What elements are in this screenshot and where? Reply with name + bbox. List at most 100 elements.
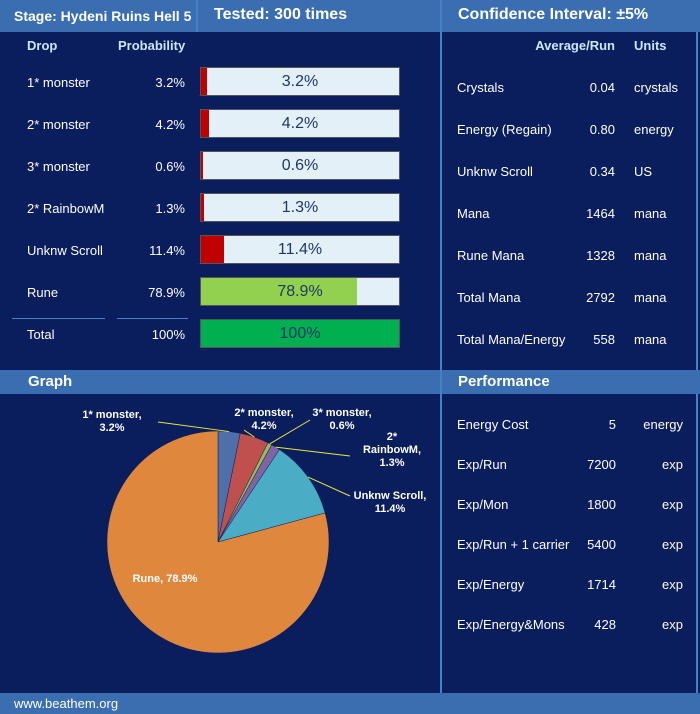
probability-bar: 0.6% — [200, 151, 400, 180]
performance-unit: energy — [643, 417, 683, 432]
probability-bar: 1.3% — [200, 193, 400, 222]
units-column-header: Units — [634, 38, 667, 53]
pie-label: Unknw Scroll, 11.4% — [354, 490, 427, 515]
performance-label: Energy Cost — [457, 417, 529, 432]
footer-site[interactable]: www.beathem.org — [14, 696, 119, 711]
drop-probability: 11.4% — [149, 243, 185, 258]
probability-bar-fill — [201, 278, 358, 305]
average-value: 0.04 — [589, 80, 615, 95]
average-unit: energy — [634, 122, 674, 137]
confidence-interval: Confidence Interval: ±5% — [458, 6, 649, 23]
average-run-column-header: Average/Run — [535, 38, 615, 53]
total-bar-fill — [201, 320, 399, 347]
pie-label: 3* monster, 0.6% — [312, 407, 371, 432]
graph-title: Graph — [28, 373, 73, 390]
average-value: 2792 — [586, 290, 615, 305]
probability-bar: 4.2% — [200, 109, 400, 138]
performance-label: Exp/Energy — [457, 577, 525, 592]
probability-bar-label: 11.4% — [277, 240, 323, 258]
average-label: Rune Mana — [457, 248, 525, 263]
pie-label: 2* RainbowM, 1.3% — [363, 431, 421, 469]
column-divider — [440, 32, 442, 693]
pie-label: 2* monster, 4.2% — [234, 407, 293, 432]
total-label: Total — [27, 327, 55, 342]
pie-label: Rune, 78.9% — [133, 573, 198, 585]
average-value: 0.34 — [589, 164, 615, 179]
section-header-bar — [0, 370, 700, 394]
drop-column-header: Drop — [27, 38, 58, 53]
performance-label: Exp/Mon — [457, 497, 509, 512]
average-unit: mana — [634, 248, 667, 263]
average-value: 1464 — [586, 206, 615, 221]
performance-unit: exp — [662, 617, 683, 632]
performance-unit: exp — [662, 497, 683, 512]
probability-bar-label: 3.2% — [281, 72, 319, 90]
performance-label: Exp/Energy&Mons — [457, 617, 565, 632]
probability-bar: 3.2% — [200, 67, 400, 96]
total-bar: 100% — [200, 319, 400, 348]
probability-bar-fill — [201, 68, 208, 95]
performance-value: 5 — [608, 417, 616, 432]
drop-name: Rune — [27, 285, 59, 300]
performance-unit: exp — [662, 537, 683, 552]
performance-value: 5400 — [587, 537, 616, 552]
drop-probability: 0.6% — [155, 159, 185, 174]
leader-line — [269, 419, 311, 445]
performance-value: 7200 — [587, 457, 616, 472]
probability-bar-label: 1.3% — [281, 198, 319, 216]
performance-unit: exp — [662, 457, 683, 472]
right-edge — [696, 32, 698, 693]
probability-bar-fill — [201, 110, 210, 137]
leader-line — [275, 446, 351, 457]
drop-name: 2* RainbowM — [27, 201, 105, 216]
stage-title: Stage: Hydeni Ruins Hell 5 — [14, 8, 192, 24]
drop-probability: 1.3% — [155, 201, 185, 216]
performance-value: 1714 — [587, 577, 616, 592]
leader-line — [307, 476, 351, 497]
drop-probability: 78.9% — [148, 285, 185, 300]
average-unit: mana — [634, 332, 667, 347]
performance-label: Exp/Run — [457, 457, 507, 472]
section-divider — [440, 370, 442, 394]
average-value: 1328 — [586, 248, 615, 263]
pie-chart: 1* monster, 3.2% 2* monster, 4.2% 3* monster… — [82, 407, 427, 654]
average-label: Energy (Regain) — [457, 122, 552, 137]
average-label: Crystals — [457, 80, 504, 95]
leader-line — [157, 421, 230, 433]
header-bar — [0, 0, 700, 32]
drop-name: 1* monster — [27, 75, 90, 90]
average-label: Total Mana/Energy — [457, 332, 566, 347]
footer-bar — [0, 693, 700, 714]
performance-title: Performance — [458, 373, 550, 390]
average-unit: mana — [634, 206, 667, 221]
tested-count: Tested: 300 times — [214, 6, 348, 23]
performance-label: Exp/Run + 1 carrier — [457, 537, 570, 552]
total-bar-label: 100% — [279, 324, 321, 342]
probability-bar-label: 0.6% — [281, 156, 319, 174]
average-value: 558 — [593, 332, 615, 347]
probability-bar-label: 4.2% — [281, 114, 319, 132]
total-separator-left — [12, 318, 105, 319]
probability-column-header: Probability — [118, 38, 186, 53]
average-label: Mana — [457, 206, 490, 221]
probability-bar-label: 78.9% — [277, 282, 323, 300]
average-unit: mana — [634, 290, 667, 305]
performance-unit: exp — [662, 577, 683, 592]
header-divider-2 — [440, 0, 442, 32]
total-probability: 100% — [151, 327, 185, 342]
pie-slice-rune — [106, 430, 330, 654]
probability-bar: 78.9% — [200, 277, 400, 306]
drop-name: 3* monster — [27, 159, 90, 174]
performance-value: 1800 — [587, 497, 616, 512]
drop-probability: 4.2% — [155, 117, 185, 132]
average-label: Unknw Scroll — [457, 164, 533, 179]
drop-name: 2* monster — [27, 117, 90, 132]
average-label: Total Mana — [457, 290, 521, 305]
header-divider-1 — [196, 0, 198, 32]
probability-bar-fill — [201, 194, 204, 221]
probability-bar-fill — [201, 236, 224, 263]
average-value: 0.80 — [589, 122, 615, 137]
probability-bar: 11.4% — [200, 235, 400, 264]
pie-label: 1* monster, 3.2% — [82, 409, 141, 434]
drop-probability: 3.2% — [155, 75, 185, 90]
